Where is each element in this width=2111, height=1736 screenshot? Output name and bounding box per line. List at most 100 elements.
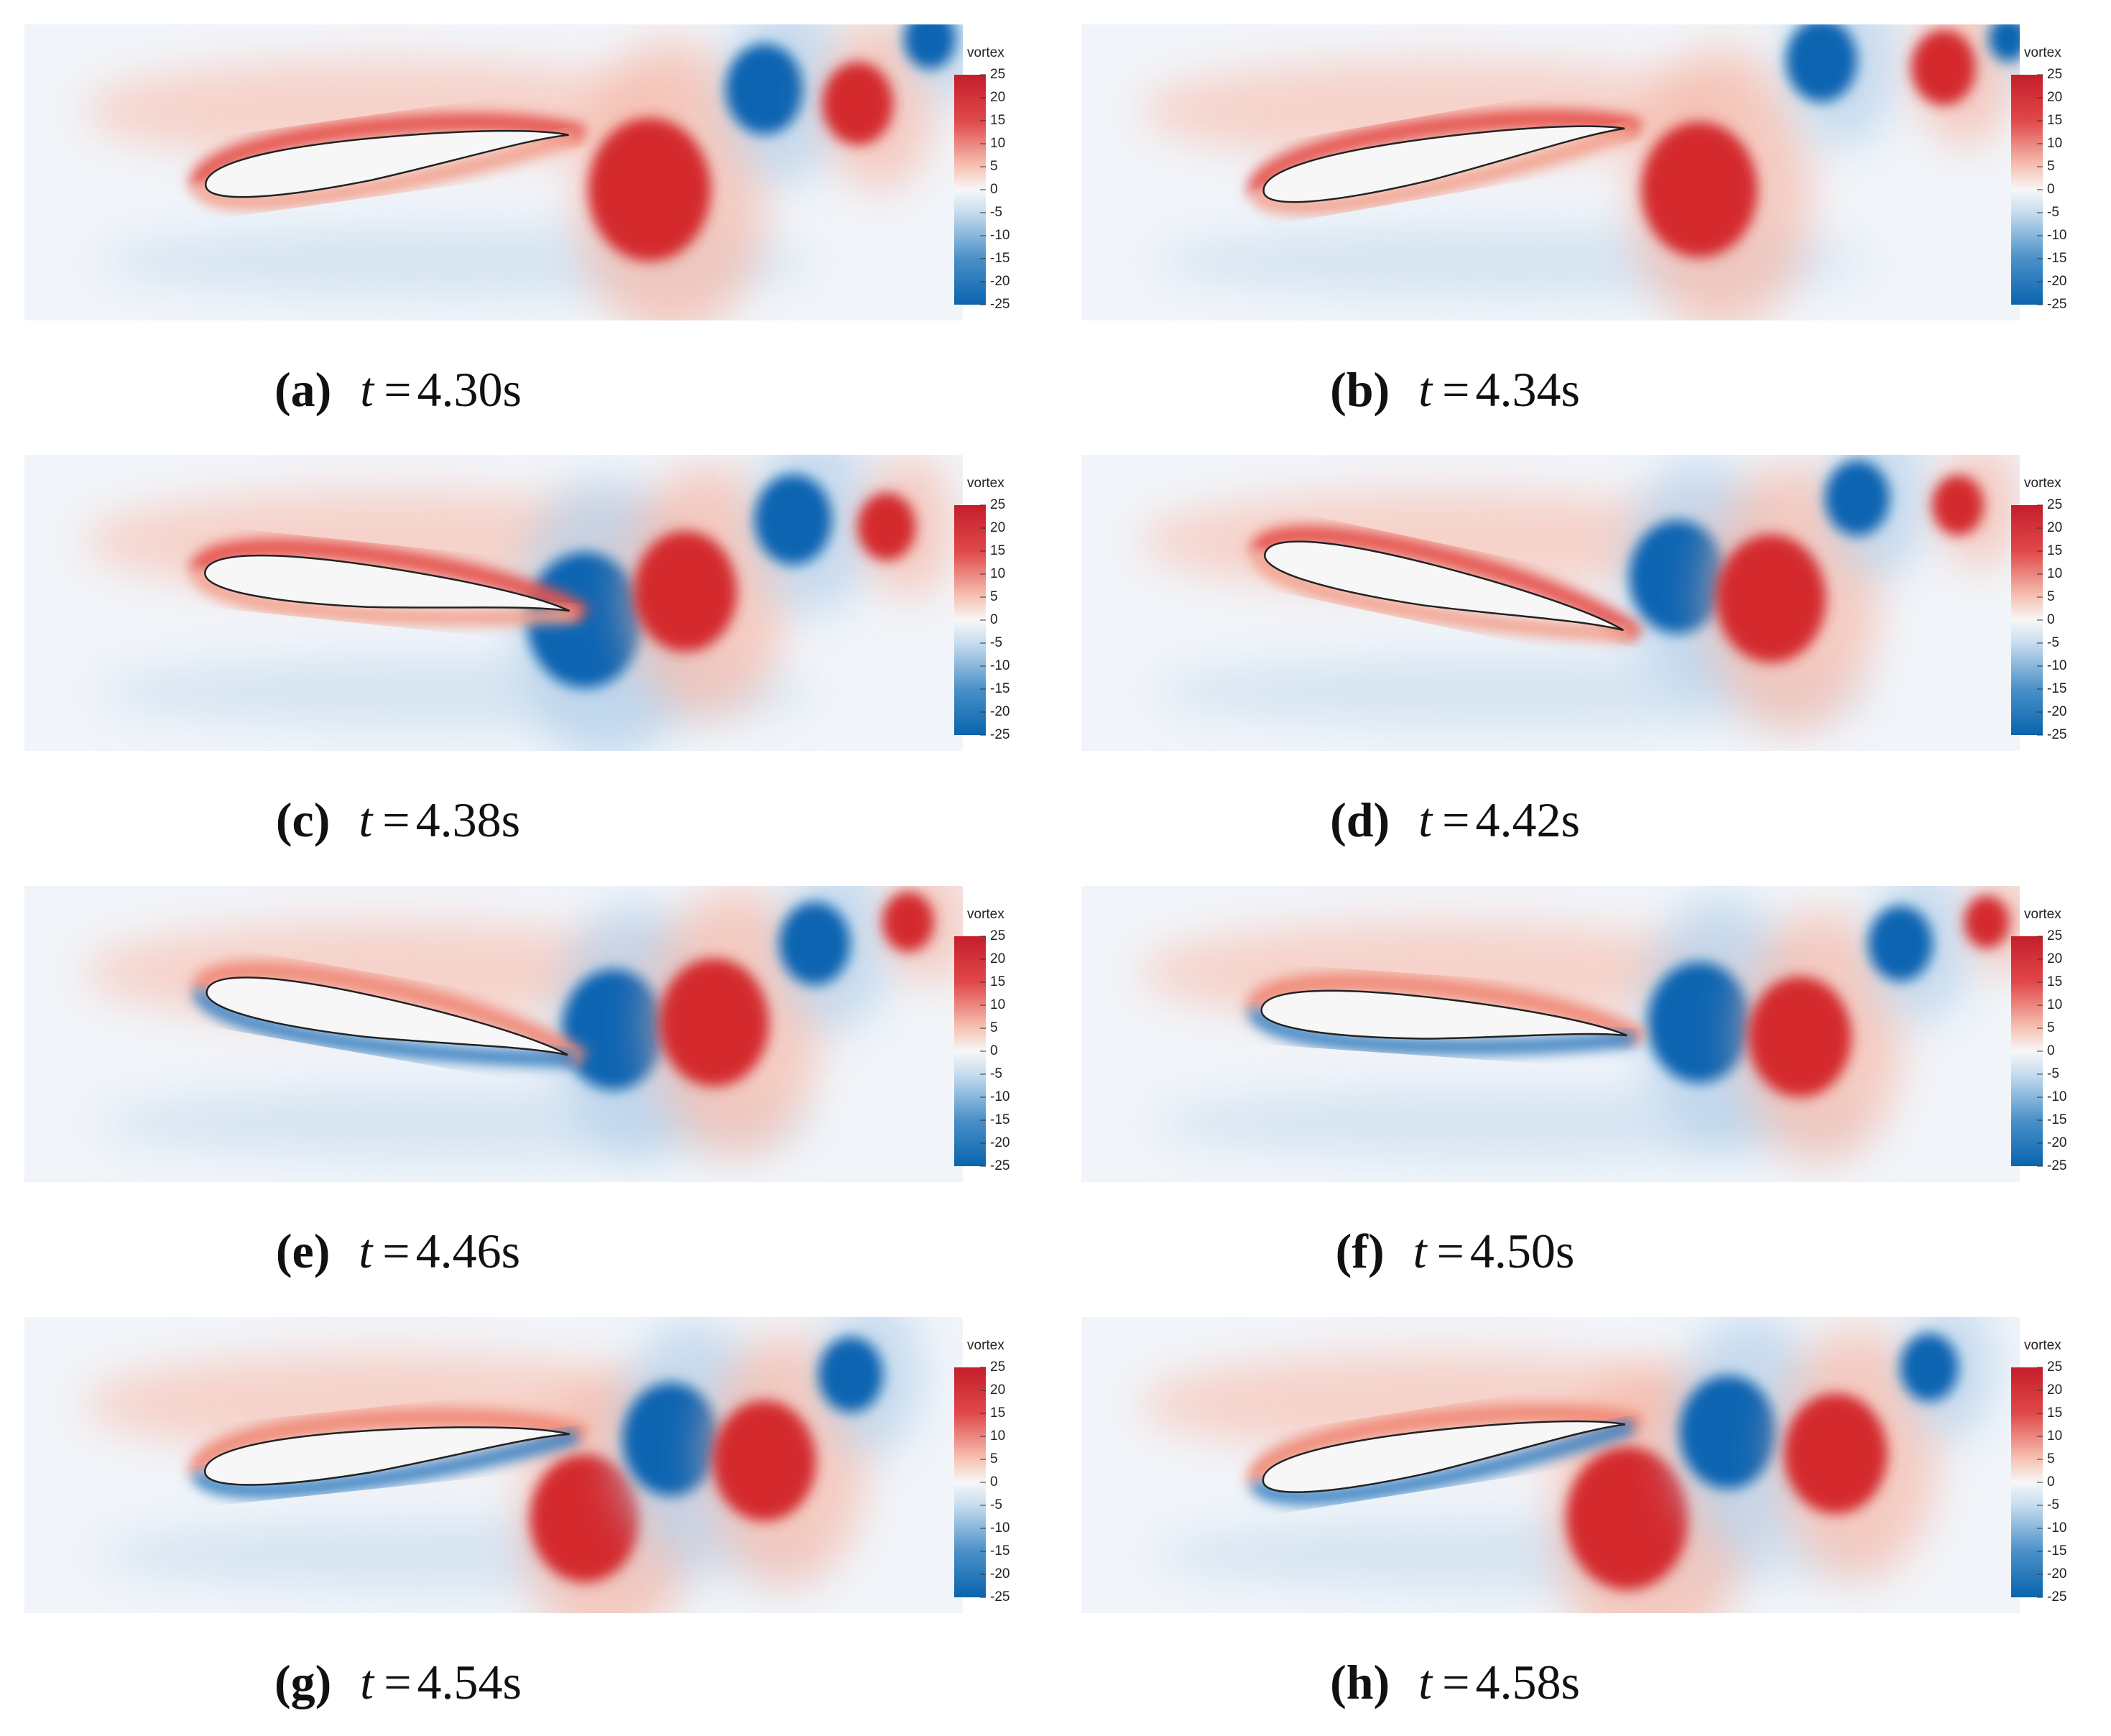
- wake-vortex: [1641, 121, 1757, 258]
- colorbar-title: vortex: [967, 907, 1004, 922]
- colorbar-tick-label: -15: [2047, 1543, 2066, 1559]
- panel-caption: (e) t = 4.46s: [276, 1224, 520, 1278]
- colorbar-tick-label: -20: [2047, 274, 2066, 289]
- time-symbol: t: [1413, 1224, 1428, 1278]
- colorbar-tick-label: -10: [990, 228, 1010, 243]
- colorbar-tick-label: -15: [990, 681, 1010, 696]
- wake-vortex: [857, 492, 916, 561]
- colorbar-tick-label: 5: [2047, 589, 2055, 604]
- wake-vortex: [1989, 24, 2020, 62]
- colorbar-tick-label: 0: [2047, 612, 2055, 627]
- equals-sign: =: [384, 1655, 411, 1709]
- lower-boundary-layer: [191, 988, 575, 1067]
- vorticity-field: [1081, 24, 2020, 320]
- time-symbol: t: [1418, 362, 1433, 417]
- colorbar-tick-label: 15: [2047, 543, 2062, 558]
- flow-panel: vortex 25 20 15 10 5 0 -5 -10 -15 -20 -25 (h) t = 4.58s: [1081, 1317, 2066, 1709]
- panel-caption: (b) t = 4.34s: [1330, 362, 1580, 417]
- colorbar-tick-label: 25: [990, 1359, 1005, 1375]
- wake-vortex: [527, 552, 643, 688]
- time-value: 4.30s: [417, 362, 522, 417]
- colorbar-tick-label: 0: [2047, 1043, 2055, 1058]
- vorticity-field: [24, 455, 963, 751]
- panel-caption: (h) t = 4.58s: [1330, 1655, 1580, 1709]
- colorbar-tick-label: -10: [2047, 1520, 2066, 1536]
- colorbar-tick-label: -5: [2047, 205, 2059, 220]
- colorbar-tick-label: -10: [2047, 658, 2066, 673]
- airfoil-group: [189, 113, 588, 211]
- panel-label: (b): [1330, 362, 1390, 417]
- time-value: 4.54s: [417, 1655, 522, 1709]
- wake-vortex: [622, 1382, 720, 1496]
- colorbar-tick-label: 15: [990, 543, 1005, 558]
- colorbar: vortex 25 20 15 10 5 0 -5 -10 -15 -20 -25: [954, 907, 1010, 1173]
- equals-sign: =: [382, 793, 410, 847]
- upper-boundary-layer: [189, 113, 588, 188]
- equals-sign: =: [1442, 793, 1469, 847]
- colorbar-tick-label: -15: [2047, 681, 2066, 696]
- wake-vortex: [1566, 1446, 1689, 1590]
- colorbar-tick-label: 25: [2047, 497, 2062, 512]
- wake-vortex: [713, 1400, 816, 1521]
- colorbar-tick-label: 0: [2047, 1474, 2055, 1490]
- flow-panel: vortex 25 20 15 10 5 0 -5 -10 -15 -20 -25 (f) t = 4.50s: [1081, 886, 2066, 1278]
- wake-vortex: [588, 118, 711, 262]
- lower-boundary-layer: [1249, 1418, 1635, 1505]
- flow-panel: vortex 25 20 15 10 5 0 -5 -10 -15 -20 -25 (c) t = 4.38s: [24, 455, 1010, 847]
- panel-label: (d): [1330, 793, 1390, 847]
- wake-vortex: [882, 892, 934, 952]
- time-symbol: t: [1418, 1655, 1433, 1709]
- airfoil-group: [188, 1408, 589, 1499]
- colorbar-tick-label: 5: [990, 1020, 998, 1035]
- colorbar-tick-label: -10: [2047, 228, 2066, 243]
- colorbar-tick-label: -25: [2047, 297, 2066, 312]
- upper-boundary-layer: [1244, 973, 1648, 1048]
- time-value: 4.46s: [416, 1224, 520, 1278]
- wake-vortex: [1868, 905, 1933, 982]
- panel-label: (g): [274, 1655, 331, 1709]
- vorticity-field: [24, 886, 963, 1182]
- colorbar-title: vortex: [2024, 476, 2061, 491]
- panel-label: (e): [276, 1224, 330, 1278]
- wake-vortex: [726, 44, 803, 134]
- colorbar-tick-label: -20: [2047, 1566, 2066, 1582]
- panel-label: (a): [274, 362, 331, 417]
- colorbar-tick-label: 20: [2047, 90, 2062, 105]
- colorbar-title: vortex: [967, 476, 1004, 491]
- colorbar-tick-label: -5: [2047, 635, 2059, 650]
- colorbar-tick-label: -25: [2047, 727, 2066, 742]
- colorbar-tick-label: -25: [2047, 1589, 2066, 1605]
- colorbar-tick-label: 10: [990, 1428, 1005, 1444]
- colorbar-tick-label: 20: [2047, 1382, 2062, 1398]
- colorbar: vortex 25 20 15 10 5 0 -5 -10 -15 -20 -25: [2011, 1338, 2066, 1605]
- equals-sign: =: [384, 362, 411, 417]
- colorbar-tick-label: 0: [990, 182, 998, 197]
- colorbar: vortex 25 20 15 10 5 0 -5 -10 -15 -20 -25: [2011, 476, 2066, 742]
- colorbar-tick-label: -5: [2047, 1066, 2059, 1081]
- colorbar-tick-label: 15: [2047, 1405, 2062, 1421]
- colorbar-tick-label: 5: [990, 1451, 998, 1467]
- flow-panel: vortex 25 20 15 10 5 0 -5 -10 -15 -20 -25 (b) t = 4.34s: [1081, 24, 2066, 417]
- colorbar-tick-label: 5: [990, 589, 998, 604]
- airfoil-group: [188, 538, 590, 626]
- colorbar: vortex 25 20 15 10 5 0 -5 -10 -15 -20 -25: [2011, 45, 2066, 312]
- wake-vortex: [822, 62, 894, 145]
- colorbar-tick-label: -20: [990, 704, 1010, 719]
- colorbar: vortex 25 20 15 10 5 0 -5 -10 -15 -20 -25: [954, 476, 1010, 742]
- colorbar-tick-label: -10: [990, 658, 1010, 673]
- wake-vortex: [1932, 475, 1984, 535]
- wake-vortex: [754, 474, 832, 565]
- airfoil-group: [1247, 1403, 1644, 1505]
- colorbar-tick-label: 10: [990, 566, 1005, 581]
- wake-vortex: [1825, 460, 1890, 536]
- colorbar-tick-label: -20: [990, 274, 1010, 289]
- colorbar-tick-label: -10: [990, 1520, 1010, 1536]
- colorbar-title: vortex: [2024, 1338, 2061, 1353]
- colorbar-title: vortex: [2024, 907, 2061, 922]
- colorbar-tick-label: -5: [2047, 1497, 2059, 1513]
- colorbar-tick-label: 20: [990, 1382, 1005, 1398]
- colorbar-tick-label: -20: [2047, 1135, 2066, 1150]
- colorbar-tick-label: 10: [2047, 1428, 2062, 1444]
- colorbar-tick-label: 20: [990, 951, 1005, 966]
- colorbar-title: vortex: [2024, 45, 2061, 60]
